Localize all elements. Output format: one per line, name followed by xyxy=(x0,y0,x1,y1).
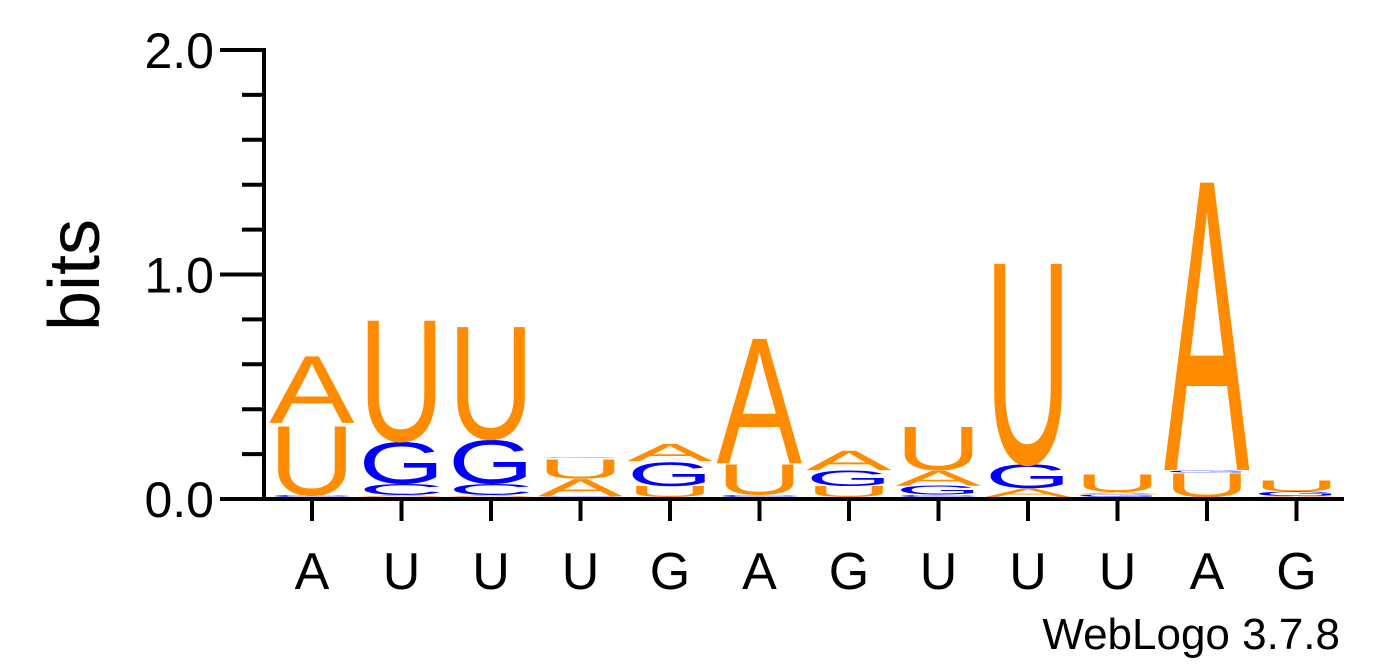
y-axis-label: bits xyxy=(35,219,115,331)
logo-letter-g: G xyxy=(985,457,1071,495)
logo-letter-c: C xyxy=(1075,496,1161,497)
logo-letter-u: U xyxy=(448,293,534,474)
logo-letter-u: U xyxy=(627,483,713,500)
logo-letter-u: U xyxy=(806,483,892,500)
logo-letter-g: G xyxy=(806,466,892,490)
logo-letter-a: A xyxy=(985,486,1071,500)
x-tick-label: U xyxy=(920,543,958,601)
logo-letter-g: G xyxy=(359,430,445,496)
logo-letter-a: A xyxy=(269,336,355,444)
logo-letter-c: C xyxy=(359,481,445,498)
logo-letter-a: A xyxy=(896,466,982,490)
logo-letter-a: A xyxy=(359,494,445,497)
x-tick-label: U xyxy=(562,543,600,601)
logo-letter-u: U xyxy=(985,200,1071,524)
logo-letter-a: A xyxy=(806,445,892,476)
logo-letter-u: U xyxy=(1075,470,1161,498)
logo-letter-u: U xyxy=(359,283,445,478)
logo-letter-a: A xyxy=(627,438,713,466)
logo-letter-c: C xyxy=(538,457,624,458)
logo-letter-c: C xyxy=(448,481,534,498)
x-tick-label: U xyxy=(472,543,510,601)
logo-letter-g: G xyxy=(1075,494,1161,498)
logo-letter-c: C xyxy=(269,494,355,497)
x-tick-label: U xyxy=(1099,543,1137,601)
y-tick-label: 1.0 xyxy=(144,248,214,304)
x-tick-label: G xyxy=(829,543,869,601)
x-tick-label: G xyxy=(650,543,690,601)
weblogo-credit: WebLogo 3.7.8 xyxy=(1042,610,1340,659)
logo-letter-a: A xyxy=(448,494,534,497)
logo-letter-g: G xyxy=(448,428,534,497)
logo-letter-u: U xyxy=(538,453,624,484)
axes: 0.01.02.0A U U U G A G U U U A G xyxy=(144,23,1344,601)
logo-letter-g: G xyxy=(1254,490,1340,497)
x-tick-label: A xyxy=(1190,543,1225,601)
x-tick-label: G xyxy=(1276,543,1316,601)
x-tick-label: A xyxy=(742,543,777,601)
logo-letter-c: C xyxy=(896,494,982,497)
logo-letter-c: C xyxy=(717,494,803,497)
y-tick-label: 0.0 xyxy=(144,472,214,528)
logo-letter-a: A xyxy=(1075,492,1161,495)
logo-letter-a: A xyxy=(717,301,803,503)
x-tick-label: A xyxy=(295,543,330,601)
logo-letter-c: C xyxy=(538,496,624,497)
logo-letter-u: U xyxy=(896,414,982,484)
x-tick-label: U xyxy=(1009,543,1047,601)
logo-letter-g: G xyxy=(1164,469,1250,473)
x-tick-label: U xyxy=(383,543,421,601)
y-tick-label: 2.0 xyxy=(144,23,214,79)
logo-letter-a: A xyxy=(1164,93,1250,559)
logo-letter-g: G xyxy=(627,455,713,493)
logo-letter-a: A xyxy=(1254,496,1340,498)
logo-letter-u: U xyxy=(1254,477,1340,494)
logo-letter-u: U xyxy=(717,456,803,505)
logo-letter-g: G xyxy=(896,483,982,497)
